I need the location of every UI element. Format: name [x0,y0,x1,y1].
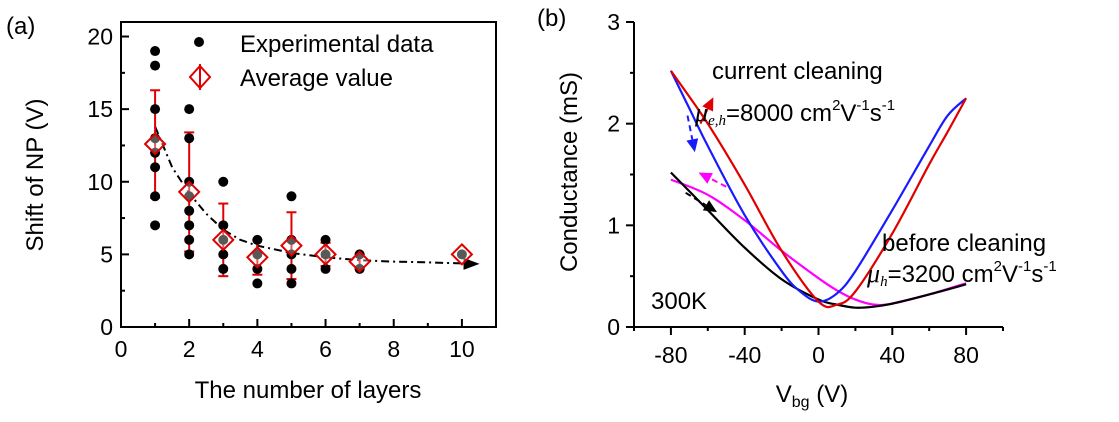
y-tick-label: 15 [87,96,113,122]
experimental-data-point [150,162,161,173]
average-value-marker [450,242,474,266]
panel-b-curves [669,70,968,309]
legend-dot-marker [194,37,204,47]
y-tick-label: 20 [87,24,113,50]
legend-experimental-label: Experimental data [240,31,434,58]
experimental-data-point [184,249,195,260]
experimental-data-point [150,104,161,115]
experimental-data-point [150,46,161,57]
temperature-label: 300K [651,288,707,315]
experimental-data-point [354,249,365,260]
panel-b: (b) -80 -40 0 40 80 0 1 2 3 current cleaning μe,… [537,5,1057,411]
y-tick-label: 3 [607,9,620,35]
panel-a-fit-curve [154,126,480,270]
x-tick-label: 6 [319,336,332,362]
panel-a-x-axis-label: The number of layers [195,377,422,404]
x-tick-label: 4 [251,336,264,362]
experimental-data-point [218,234,229,245]
panel-a-frame [120,21,497,328]
y-tick-label: 10 [87,169,113,195]
experimental-data-point [286,191,297,202]
panel-b-sweep-arrows [685,97,727,213]
sweep-arrow-shaft [686,115,694,140]
panel-a-legend: Experimental data Average value [188,31,434,92]
experimental-data-point [252,278,263,289]
x-tick-label: 10 [449,336,475,362]
experimental-data-point [218,263,229,274]
average-value-marker [280,234,303,258]
sweep-arrow-shaft [699,108,709,125]
before-cleaning-annotation: before cleaning [882,230,1046,257]
sweep-arrow-head [702,97,714,112]
experimental-data-point [286,278,297,289]
panel-a-y-axis-label: Shift of NP (V) [22,99,49,252]
experimental-data-point [286,263,297,274]
panel-a-ticks: 0 2 4 6 8 10 0 5 10 15 20 [87,24,474,362]
y-tick-label: 0 [100,314,113,340]
panel-b-y-axis-label: Conductance (mS) [556,72,583,272]
legend-average-label: Average value [240,65,393,92]
average-value-marker [143,132,167,156]
panel-b-ticks: -80 -40 0 40 80 0 1 2 3 [607,9,1004,368]
conductance-curve [669,70,968,309]
x-tick-label: 8 [387,336,400,362]
legend-diamond-marker [188,64,212,90]
experimental-data-point [218,220,229,231]
experimental-data-point [320,249,331,260]
sweep-arrow-shaft [709,177,727,188]
sweep-arrow-head [698,172,713,184]
experimental-data-point [150,191,161,202]
experimental-data-point [456,249,467,260]
average-value-marker [348,250,372,274]
current-cleaning-annotation: current cleaning [712,58,883,85]
y-tick-label: 1 [607,212,620,238]
x-tick-label: -40 [728,342,761,368]
panel-a-average-markers [143,132,474,274]
experimental-data-point [354,263,365,274]
panel-a: (a) 0 2 4 6 8 10 0 5 10 15 20 Experimental data Av… [6,13,497,404]
experimental-data-point [184,104,195,115]
experimental-data-point [184,205,195,216]
mu-h-annotation: μh=3200 cm2V-1s-1 [866,258,1057,290]
experimental-data-point [218,249,229,260]
x-tick-label: -80 [654,342,687,368]
experimental-data-point [218,176,229,187]
experimental-data-point [252,249,263,260]
x-tick-label: 80 [953,342,979,368]
sweep-arrow-shaft [685,191,707,207]
average-value-marker [314,242,337,266]
x-tick-label: 0 [812,342,825,368]
experimental-data-point [184,234,195,245]
x-tick-label: 2 [183,336,196,362]
average-value-marker [211,228,235,252]
panel-b-x-axis-label: Vbg (V) [776,381,848,411]
x-tick-label: 40 [880,342,906,368]
sweep-arrow-head [702,200,718,213]
x-tick-label: 0 [115,336,128,362]
y-tick-label: 2 [607,111,620,137]
experimental-data-point [150,220,161,231]
fit-curve-line [154,126,476,265]
experimental-data-point [184,133,195,144]
experimental-data-point [320,234,331,245]
y-tick-label: 5 [100,241,113,267]
experimental-data-point [252,263,263,274]
experimental-data-point [184,220,195,231]
experimental-data-point [320,263,331,274]
y-tick-label: 0 [607,314,620,340]
average-value-marker [177,180,201,204]
fit-curve-arrowhead [463,257,480,270]
experimental-data-point [150,60,161,71]
experimental-data-point [252,234,263,245]
sweep-arrow-head [686,138,699,153]
average-value-marker [245,245,269,269]
mu-eh-annotation: μe,h=8000 cm2V-1s-1 [694,97,895,129]
panel-a-label: (a) [6,13,35,40]
panel-b-label: (b) [537,5,566,32]
